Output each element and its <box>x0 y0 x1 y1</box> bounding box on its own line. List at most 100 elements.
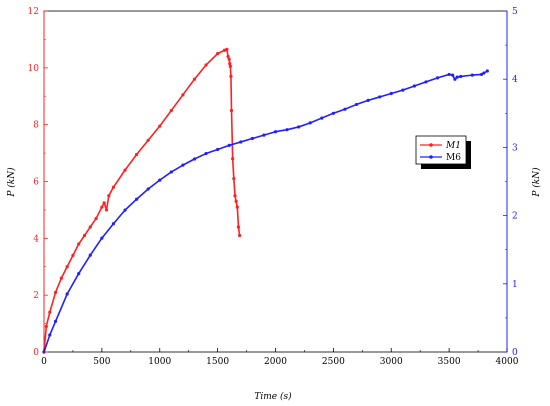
data-point-m6 <box>77 271 81 276</box>
x-tick-label: 0 <box>41 357 47 367</box>
data-point-m6 <box>158 178 162 182</box>
data-point-m6 <box>250 136 254 141</box>
data-point-m6 <box>53 319 58 323</box>
plot-area <box>43 10 508 353</box>
y-tick-label-right: 0 <box>512 348 518 358</box>
y-tick-label-left: 8 <box>33 121 39 131</box>
data-point-m6 <box>479 72 484 77</box>
data-point-m1 <box>158 124 162 128</box>
data-point-m6 <box>308 121 312 125</box>
data-point-m6 <box>100 236 104 240</box>
data-point-m1 <box>111 185 116 189</box>
data-point-m6 <box>412 84 416 88</box>
data-point-m6 <box>297 125 301 129</box>
plot-frame <box>43 10 508 353</box>
data-point-m1 <box>102 201 106 205</box>
data-point-m6 <box>331 111 335 115</box>
data-point-m6 <box>453 77 457 81</box>
x-axis-label: Time (s) <box>254 391 292 402</box>
legend-label-m1: M1 <box>445 141 461 151</box>
data-point-m1 <box>181 93 185 97</box>
data-point-m6 <box>111 222 116 226</box>
data-point-m1 <box>238 233 242 238</box>
data-point-m6 <box>401 88 405 92</box>
data-point-m6 <box>424 80 428 84</box>
data-point-m6 <box>366 98 370 102</box>
y-axis-label-left: P (kN) <box>6 167 17 198</box>
legend-label-m6: M6 <box>446 153 461 163</box>
data-point-m6 <box>169 170 173 174</box>
data-point-m1 <box>225 47 229 51</box>
x-tick-label: 500 <box>93 357 110 367</box>
x-tick-label: 3500 <box>438 357 461 367</box>
legend: M1 M6 <box>415 135 471 169</box>
data-point-m1 <box>192 77 197 81</box>
y-tick-label-right: 4 <box>512 75 518 85</box>
axes: 0 500 1000 1500 2000 2500 3000 3500 400002468101… <box>28 7 519 367</box>
data-point-m1 <box>104 208 109 212</box>
series-line-m6 <box>43 70 488 353</box>
x-tick-label: 3000 <box>380 357 403 367</box>
y-tick-label-left: 2 <box>33 291 39 301</box>
data-point-m1 <box>107 194 111 198</box>
data-point-m1 <box>231 157 235 161</box>
legend-marker-m1 <box>429 143 433 147</box>
data-point-m1 <box>227 57 231 61</box>
x-tick-label: 1500 <box>206 357 229 367</box>
data-point-m1 <box>88 225 92 229</box>
data-point-m6 <box>320 116 324 120</box>
data-point-m1 <box>228 61 232 66</box>
data-point-m1 <box>229 74 233 78</box>
data-point-m1 <box>135 152 139 157</box>
y-tick-label-right: 3 <box>512 143 518 153</box>
data-point-m6 <box>65 292 69 296</box>
data-point-m1 <box>123 168 127 172</box>
data-point-m6 <box>285 128 289 132</box>
y-axis-label-right: P (kN) <box>531 167 542 198</box>
data-point-m1 <box>232 177 236 181</box>
data-point-m6 <box>378 95 382 99</box>
data-point-m1 <box>53 290 58 294</box>
data-point-m1 <box>59 276 63 280</box>
data-point-m6 <box>216 147 220 152</box>
data-point-m6 <box>48 333 52 337</box>
y-tick-label-left: 12 <box>28 7 39 17</box>
data-point-m6 <box>470 73 474 77</box>
data-point-m6 <box>435 76 440 80</box>
data-point-m1 <box>100 205 104 209</box>
data-point-m1 <box>226 54 230 59</box>
data-point-m6 <box>123 208 127 212</box>
series-line-m1 <box>43 48 241 353</box>
legend-marker-m6 <box>429 155 433 159</box>
data-point-m1 <box>77 242 81 246</box>
data-point-m1 <box>65 265 69 269</box>
data-point-m6 <box>204 151 208 156</box>
data-point-m6 <box>88 253 92 257</box>
y-tick-label-right: 2 <box>512 212 518 222</box>
data-point-m1 <box>234 199 238 203</box>
data-point-m1 <box>235 205 239 209</box>
x-tick-label: 4000 <box>496 357 519 367</box>
data-point-m1 <box>71 253 75 257</box>
data-point-m1 <box>48 310 52 314</box>
data-point-m6 <box>354 102 359 107</box>
data-point-m1 <box>146 138 150 142</box>
y-tick-label-right: 5 <box>512 7 518 17</box>
data-point-m6 <box>239 140 243 144</box>
x-tick-label: 1000 <box>148 357 171 367</box>
legend-box <box>415 135 467 165</box>
y-tick-label-left: 6 <box>33 178 39 188</box>
data-point-m1 <box>82 233 87 238</box>
data-point-m1 <box>94 216 98 221</box>
data-point-m1 <box>229 108 234 113</box>
data-point-m6 <box>455 75 459 79</box>
data-point-m6 <box>459 74 463 79</box>
data-point-m6 <box>343 107 347 111</box>
data-point-m6 <box>485 69 489 73</box>
data-point-m6 <box>181 163 185 167</box>
x-tick-label: 2000 <box>264 357 287 367</box>
y-tick-label-right: 1 <box>512 280 518 290</box>
x-tick-label: 2500 <box>322 357 345 367</box>
series-layer <box>42 47 489 354</box>
